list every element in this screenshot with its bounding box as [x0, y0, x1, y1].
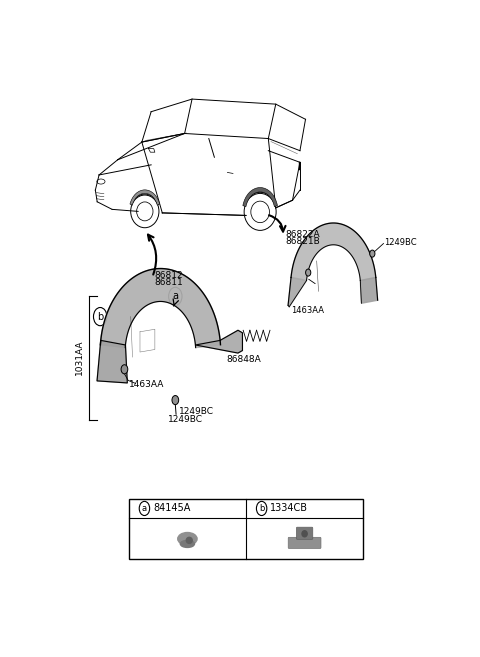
- Text: 1249BC: 1249BC: [179, 407, 214, 417]
- Polygon shape: [195, 330, 242, 353]
- Polygon shape: [288, 277, 307, 307]
- Text: b: b: [97, 311, 103, 322]
- Wedge shape: [243, 187, 277, 207]
- Circle shape: [172, 396, 179, 405]
- Ellipse shape: [186, 537, 192, 543]
- Circle shape: [370, 250, 375, 257]
- Text: 1249BC: 1249BC: [168, 415, 203, 424]
- Text: 1031AA: 1031AA: [75, 339, 84, 375]
- Ellipse shape: [178, 533, 197, 545]
- Polygon shape: [291, 223, 376, 281]
- Ellipse shape: [302, 531, 307, 537]
- Circle shape: [306, 269, 311, 276]
- Text: 84145A: 84145A: [153, 503, 191, 513]
- Polygon shape: [360, 277, 378, 304]
- Text: b: b: [259, 504, 264, 513]
- Text: a: a: [142, 504, 147, 513]
- Text: 86822A: 86822A: [285, 230, 320, 238]
- Text: 86811: 86811: [154, 278, 183, 286]
- Circle shape: [121, 365, 128, 374]
- Bar: [129, 499, 363, 560]
- Text: 1463AA: 1463AA: [290, 306, 324, 315]
- Ellipse shape: [180, 540, 194, 547]
- Text: 1463AA: 1463AA: [129, 380, 164, 389]
- Polygon shape: [97, 340, 127, 383]
- Text: 86848A: 86848A: [227, 355, 262, 364]
- Text: 1249BC: 1249BC: [384, 238, 417, 247]
- Text: 86821B: 86821B: [285, 237, 320, 246]
- FancyBboxPatch shape: [297, 527, 313, 539]
- Text: 1334CB: 1334CB: [270, 503, 308, 513]
- Text: 86812: 86812: [154, 271, 183, 280]
- Polygon shape: [100, 269, 220, 348]
- Wedge shape: [130, 190, 160, 205]
- FancyBboxPatch shape: [288, 537, 321, 549]
- Text: a: a: [172, 291, 179, 302]
